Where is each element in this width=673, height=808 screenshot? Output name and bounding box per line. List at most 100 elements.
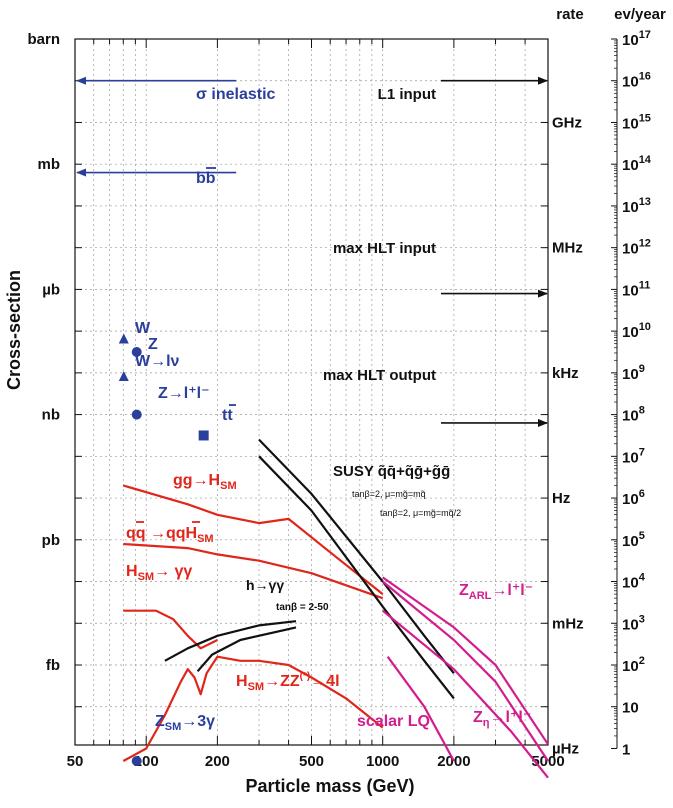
h-zz-label: HSM→ZZ(*)→4l xyxy=(236,671,340,693)
bb-label: bb xyxy=(196,170,216,187)
evyear-tick-label: 10 xyxy=(622,700,639,717)
evyear-base: 10 xyxy=(622,408,639,425)
max-hlt-output-label: max HLT output xyxy=(323,367,436,384)
rate-tick-label: Hz xyxy=(552,490,570,507)
evyear-exp: 15 xyxy=(639,112,651,124)
series-line-9 xyxy=(382,580,549,762)
y-left-tick-label: nb xyxy=(42,407,60,424)
susy-note-2: tanβ=2, μ=mg̃=mq̃/2 xyxy=(380,508,461,518)
qq-h-label: qq →qqHSM xyxy=(126,525,214,545)
y-left-tick-label: pb xyxy=(42,532,60,549)
series-line-0 xyxy=(122,484,384,595)
series-layer xyxy=(122,438,549,779)
marker-circle-3 xyxy=(131,409,142,420)
evyear-base: 10 xyxy=(622,115,639,132)
zarl-label-rest: →l⁺l⁻ xyxy=(491,582,533,599)
marker-layer xyxy=(118,333,209,766)
h-gg-label-main: H xyxy=(126,563,138,580)
series-line-1 xyxy=(123,542,384,600)
marker-triangle-0 xyxy=(118,333,129,344)
series-line-11 xyxy=(386,656,455,762)
evyear-base: 10 xyxy=(622,616,639,633)
evyear-tick-label: 107 xyxy=(622,446,645,466)
h-gg-label-rest: → γγ xyxy=(154,563,192,580)
zeta-label: Zη→l⁺l⁻ xyxy=(473,709,531,729)
marker-circle-1 xyxy=(131,347,142,357)
evyear-exp: 10 xyxy=(639,321,651,333)
evyear-base: 10 xyxy=(622,157,639,174)
evyear-tick-label: 103 xyxy=(622,613,645,633)
x-tick-label: 1000 xyxy=(366,753,399,770)
series-line-10 xyxy=(382,609,549,779)
scalar-lq-label: scalar LQ xyxy=(357,713,430,730)
z3g-label-main: Z xyxy=(155,713,165,730)
evyear-base: 10 xyxy=(622,241,639,258)
zarl-label-main: Z xyxy=(459,582,469,599)
y-axis-label: Cross-section xyxy=(4,270,24,390)
zeta-label-rest: →l⁺l⁻ xyxy=(490,709,532,726)
w-lnu-label: W→lν xyxy=(135,353,180,370)
evyear-tick-label: 109 xyxy=(622,363,645,383)
rate-tick-label: kHz xyxy=(552,365,579,382)
h-gg-black-label: h→γγ xyxy=(246,577,284,593)
series-line-3 xyxy=(122,655,384,762)
h-gg-label-sub: SM xyxy=(138,571,155,583)
rate-tick-label: µHz xyxy=(552,740,579,757)
evyear-exp: 13 xyxy=(639,196,651,208)
evyear-base: 10 xyxy=(622,324,639,341)
h-gg-label: HSM→ γγ xyxy=(126,563,192,583)
qq-h-label-sub: SM xyxy=(197,533,214,545)
evyear-base: 10 xyxy=(622,74,639,91)
evyear-base: 10 xyxy=(622,199,639,216)
sigma-inelastic-label: σ inelastic xyxy=(196,86,276,103)
evyear-tick-label: 1016 xyxy=(622,71,651,91)
zeta-label-main: Z xyxy=(473,709,483,726)
evyear-tick-label: 105 xyxy=(622,530,645,550)
evyear-tick-label: 1013 xyxy=(622,196,651,216)
evyear-tick-label: 1011 xyxy=(622,279,650,299)
evyear-base: 10 xyxy=(622,575,639,592)
grid-layer xyxy=(75,39,548,745)
evyear-tick-label: 104 xyxy=(622,572,646,592)
evyear-base: 10 xyxy=(622,32,639,49)
series-line-7 xyxy=(258,455,455,700)
zarl-label: ZARL→l⁺l⁻ xyxy=(459,582,533,602)
evyear-exp: 5 xyxy=(639,530,645,542)
evyear-exp: 12 xyxy=(639,238,651,250)
rate-axis-title: rate xyxy=(556,6,584,23)
evyear-tick-label: 1017 xyxy=(622,29,651,49)
x-axis-label: Particle mass (GeV) xyxy=(245,776,414,796)
series-line-8 xyxy=(382,576,549,745)
evyear-base: 10 xyxy=(622,491,639,508)
evyear-base: 10 xyxy=(622,366,639,383)
zeta-label-sub: η xyxy=(483,717,490,729)
rate-tick-label: GHz xyxy=(552,114,582,131)
h-zz-label-sup: (*) xyxy=(300,671,311,682)
z-label: Z xyxy=(148,336,158,353)
z3g-label: ZSM→3γ xyxy=(155,713,215,733)
gg-h-label: gg→HSM xyxy=(173,472,237,492)
evyear-base: 10 xyxy=(622,533,639,550)
tt-label: tt xyxy=(222,407,233,424)
evyear-tick-label: 1012 xyxy=(622,238,651,258)
marker-square-4 xyxy=(198,430,209,441)
evyear-exp: 2 xyxy=(639,655,645,667)
marker-circle-5 xyxy=(131,755,142,766)
evyear-tick-label: 1014 xyxy=(622,154,652,174)
max-hlt-input-label: max HLT input xyxy=(333,240,436,257)
evyear-axis-title: ev/year xyxy=(614,6,666,23)
evyear-exp: 7 xyxy=(639,446,645,458)
rate-tick-label: mHz xyxy=(552,615,584,632)
h-zz-label-rest: →ZZ xyxy=(264,673,300,690)
evyear-tick-label: 1 xyxy=(622,741,630,758)
evyear-exp: 16 xyxy=(639,71,651,83)
h-zz-label-main: H xyxy=(236,673,248,690)
susy-label: SUSY q̃q̄+q̃ḡ+g̃ḡ xyxy=(333,463,450,480)
evyear-base: 10 xyxy=(622,282,639,299)
l1-input-label: L1 input xyxy=(378,86,436,103)
evyear-tick-label: 108 xyxy=(622,405,645,425)
evyear-exp: 8 xyxy=(639,405,645,417)
evyear-exp: 3 xyxy=(639,613,645,625)
